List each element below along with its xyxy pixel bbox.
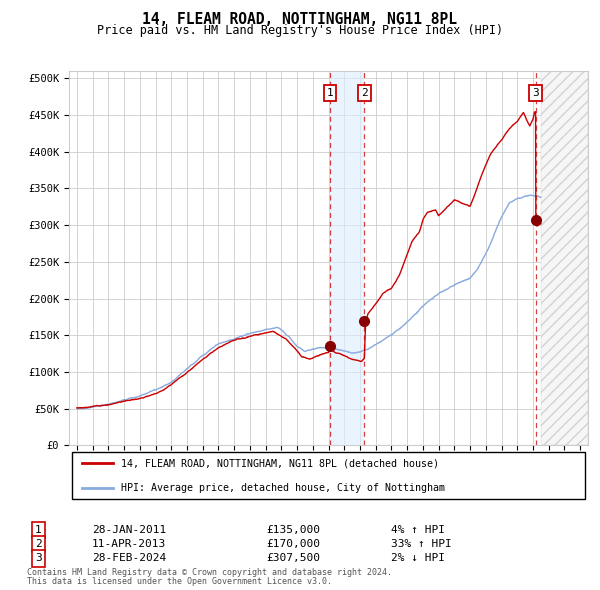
Text: 28-JAN-2011: 28-JAN-2011: [92, 525, 166, 535]
Bar: [330, 71, 364, 445]
Text: 3: 3: [532, 88, 539, 98]
Text: 3: 3: [35, 553, 41, 563]
Text: 11-APR-2013: 11-APR-2013: [92, 539, 166, 549]
Bar: [541, 71, 588, 445]
Text: 33% ↑ HPI: 33% ↑ HPI: [391, 539, 451, 549]
Text: £307,500: £307,500: [266, 553, 320, 563]
Text: HPI: Average price, detached house, City of Nottingham: HPI: Average price, detached house, City…: [121, 483, 445, 493]
Text: 2: 2: [361, 88, 368, 98]
Text: Price paid vs. HM Land Registry's House Price Index (HPI): Price paid vs. HM Land Registry's House …: [97, 24, 503, 37]
Text: 14, FLEAM ROAD, NOTTINGHAM, NG11 8PL: 14, FLEAM ROAD, NOTTINGHAM, NG11 8PL: [143, 12, 458, 27]
Text: Contains HM Land Registry data © Crown copyright and database right 2024.: Contains HM Land Registry data © Crown c…: [27, 568, 392, 576]
FancyBboxPatch shape: [71, 452, 586, 499]
Text: This data is licensed under the Open Government Licence v3.0.: This data is licensed under the Open Gov…: [27, 577, 332, 586]
Text: 4% ↑ HPI: 4% ↑ HPI: [391, 525, 445, 535]
Text: 2% ↓ HPI: 2% ↓ HPI: [391, 553, 445, 563]
Text: £170,000: £170,000: [266, 539, 320, 549]
Text: £135,000: £135,000: [266, 525, 320, 535]
Text: 14, FLEAM ROAD, NOTTINGHAM, NG11 8PL (detached house): 14, FLEAM ROAD, NOTTINGHAM, NG11 8PL (de…: [121, 458, 439, 468]
Text: 2: 2: [35, 539, 41, 549]
Text: 28-FEB-2024: 28-FEB-2024: [92, 553, 166, 563]
Text: 1: 1: [326, 88, 333, 98]
Text: 1: 1: [35, 525, 41, 535]
